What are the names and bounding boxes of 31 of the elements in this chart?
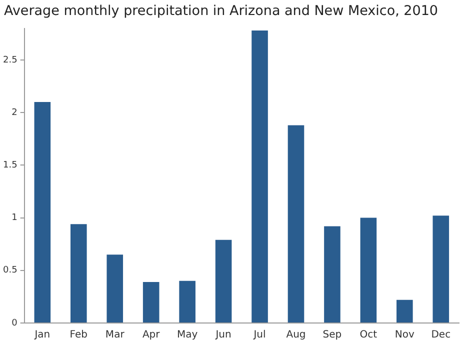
bar (324, 226, 340, 322)
bar (288, 125, 304, 322)
y-tick-label: 1 (12, 213, 18, 224)
y-tick-label: 0 (12, 318, 18, 328)
bar (142, 282, 160, 322)
bar (34, 102, 51, 322)
y-tick-label: 1.5 (2, 160, 18, 171)
y-tick-label: 2 (12, 108, 18, 118)
x-tick-label: Jul (252, 330, 266, 341)
bar (252, 30, 268, 322)
x-tick-label: May (176, 330, 198, 341)
x-tick-label: Mar (105, 330, 126, 341)
bar (432, 216, 450, 322)
bar (70, 224, 87, 322)
bar (360, 218, 377, 322)
x-tick-label: Jun (214, 330, 232, 341)
x-tick-label: Feb (70, 330, 88, 341)
x-tick-label: Jan (34, 330, 50, 341)
chart-title: Average monthly precipitation in Arizona and New Mexico, 2010 (4, 3, 438, 19)
x-tick-label: Dec (431, 330, 451, 341)
x-tick-label: Apr (142, 330, 161, 341)
bar (106, 254, 124, 322)
x-tick-label: Nov (394, 330, 414, 341)
y-tick-label: 0.5 (2, 266, 18, 276)
bar (396, 300, 413, 322)
bar (179, 280, 196, 322)
y-tick-label: 2.5 (2, 55, 18, 66)
bar (215, 240, 232, 322)
x-tick-label: Oct (360, 330, 378, 341)
x-tick-label: Sep (322, 330, 342, 341)
x-tick-label: Aug (286, 330, 306, 341)
